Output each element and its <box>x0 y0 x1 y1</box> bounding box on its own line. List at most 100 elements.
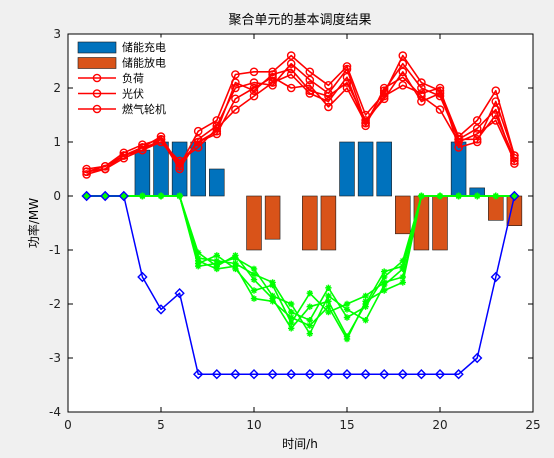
discharge-bar <box>264 195 281 240</box>
y-tick-label: 1 <box>53 135 61 149</box>
red-marker <box>361 118 370 128</box>
red-marker <box>491 110 501 120</box>
red-marker <box>342 64 352 74</box>
discharge-bar <box>302 195 318 251</box>
red-marker <box>193 126 203 136</box>
red-marker <box>417 89 426 98</box>
y-tick-label: -3 <box>49 351 61 365</box>
y-tick-label: -4 <box>49 405 61 419</box>
red-marker <box>417 78 426 87</box>
charge-bar <box>339 141 355 197</box>
green-marker <box>511 192 518 200</box>
red-marker <box>454 137 463 147</box>
discharge-bar <box>432 195 448 251</box>
red-marker <box>491 86 501 95</box>
red-marker <box>324 89 333 98</box>
red-marker <box>100 164 110 174</box>
red-marker <box>379 86 389 95</box>
red-marker <box>82 170 91 179</box>
legend-swatch-marker <box>92 104 102 114</box>
red-marker <box>398 67 408 77</box>
green-marker <box>325 284 332 291</box>
red-marker <box>119 148 129 158</box>
red-marker <box>324 91 333 101</box>
legend-label: 储能充电 <box>122 40 166 54</box>
red-marker <box>286 70 296 79</box>
red-marker <box>82 167 91 176</box>
red-marker <box>212 116 222 125</box>
red-marker <box>175 159 184 168</box>
discharge-bar <box>320 195 337 251</box>
x-tick-label: 5 <box>157 418 165 432</box>
red-marker <box>156 132 166 141</box>
green-marker <box>381 268 388 275</box>
red-marker <box>268 70 277 79</box>
green-marker <box>325 308 332 316</box>
charge-bar <box>376 141 392 197</box>
x-tick-label: 25 <box>525 418 540 432</box>
green-marker <box>176 192 183 200</box>
green-marker <box>213 260 220 267</box>
green-marker <box>325 292 332 300</box>
red-marker <box>379 94 389 104</box>
red-marker <box>268 81 277 90</box>
green-marker <box>195 257 202 264</box>
y-tick-label: -2 <box>49 297 61 311</box>
green-marker <box>195 263 202 270</box>
red-marker <box>435 86 445 95</box>
red-marker <box>175 156 184 166</box>
red-marker <box>435 83 445 93</box>
red-marker <box>249 67 259 77</box>
red-marker <box>286 51 296 60</box>
green-marker <box>306 322 313 329</box>
green-marker <box>343 300 351 308</box>
green-marker <box>399 265 406 273</box>
blue-marker <box>304 369 315 380</box>
green-marker <box>157 192 165 200</box>
red-marker <box>305 81 315 90</box>
green-marker <box>306 290 313 297</box>
green-marker <box>343 335 351 343</box>
red-marker <box>510 156 519 166</box>
legend-swatch-marker <box>92 73 102 83</box>
red-marker <box>249 86 259 95</box>
red-marker <box>212 124 222 133</box>
red-marker <box>510 159 519 168</box>
red-marker <box>82 164 91 174</box>
green-marker <box>269 298 276 305</box>
blue-marker <box>230 369 241 380</box>
red-marker <box>510 151 519 160</box>
red-marker <box>398 81 408 90</box>
axis-ticks: 0 5 10 15 20 25 -4 -3 -2 -1 0 1 2 3 <box>49 27 541 432</box>
legend-label: 负荷 <box>122 71 144 85</box>
charge-bar <box>134 149 151 197</box>
green-marker <box>306 330 313 337</box>
red-marker <box>491 105 501 114</box>
red-marker <box>286 59 296 69</box>
blue-marker <box>81 190 92 202</box>
red-marker <box>156 137 166 147</box>
red-marker <box>435 89 445 98</box>
red-marker <box>249 91 259 101</box>
green-marker <box>399 279 406 286</box>
blue-marker <box>509 190 520 202</box>
green-marker <box>362 298 369 305</box>
red-marker <box>435 91 445 101</box>
red-marker <box>193 137 203 147</box>
green-marker <box>288 325 295 332</box>
green-marker <box>474 192 481 200</box>
blue-marker <box>286 369 297 380</box>
red-marker <box>342 83 352 93</box>
red-marker <box>231 83 240 93</box>
chart-title: 聚合单元的基本调度结果 <box>228 12 371 28</box>
x-tick-label: 20 <box>432 418 447 432</box>
green-marker <box>250 295 258 302</box>
red-marker <box>138 145 147 155</box>
blue-marker <box>472 352 483 364</box>
legend-label: 储能放电 <box>122 56 166 70</box>
blue-marker <box>397 369 408 380</box>
green-marker <box>269 281 276 289</box>
green-marker <box>306 303 313 310</box>
green-marker <box>492 192 499 200</box>
red-marker <box>435 105 445 114</box>
